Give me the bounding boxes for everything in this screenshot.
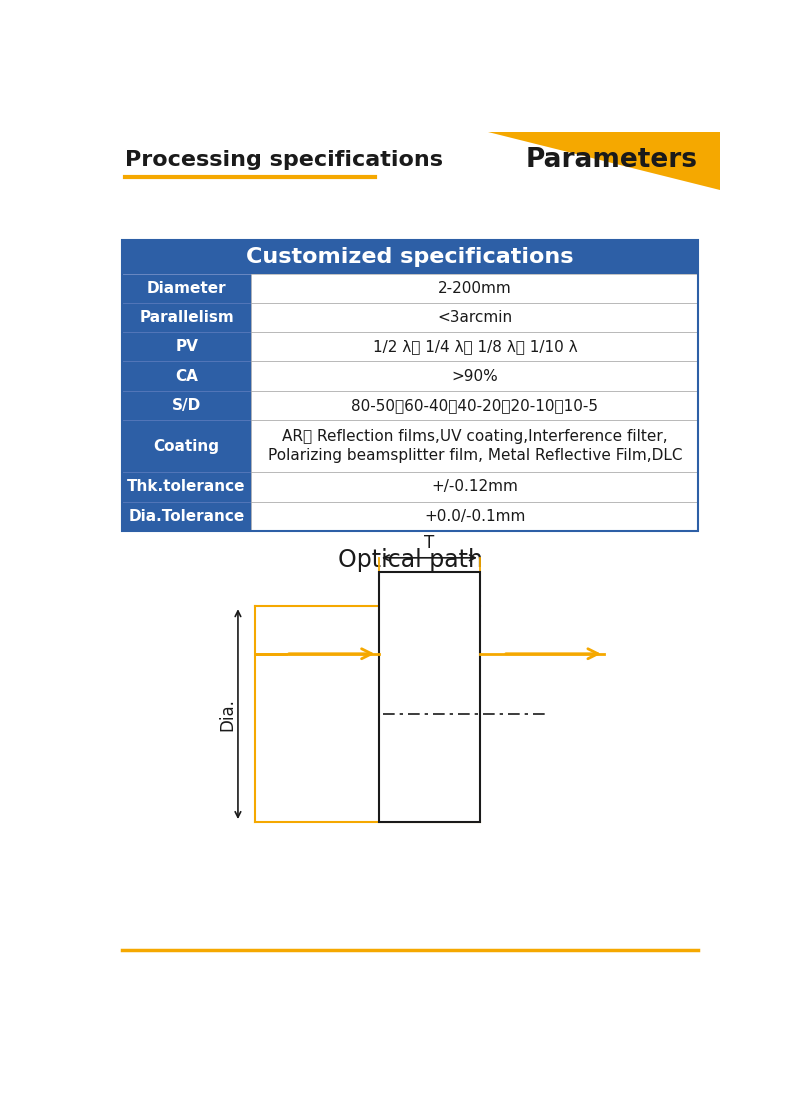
Text: Customized specifications: Customized specifications [246, 246, 574, 266]
Text: S/D: S/D [172, 398, 201, 412]
Text: CA: CA [175, 368, 198, 384]
Text: Parameters: Parameters [526, 147, 698, 174]
FancyBboxPatch shape [122, 240, 698, 274]
FancyBboxPatch shape [251, 472, 698, 502]
Text: +0.0/-0.1mm: +0.0/-0.1mm [424, 508, 526, 524]
FancyBboxPatch shape [251, 274, 698, 302]
Text: +/-0.12mm: +/-0.12mm [431, 480, 518, 495]
FancyBboxPatch shape [251, 502, 698, 531]
Text: Coating: Coating [154, 439, 219, 453]
Text: T: T [424, 535, 434, 552]
FancyBboxPatch shape [251, 302, 698, 332]
FancyBboxPatch shape [122, 502, 251, 531]
Text: <3arcmin: <3arcmin [438, 310, 513, 326]
FancyBboxPatch shape [251, 390, 698, 420]
Text: AR、 Reflection films,UV coating,Interference filter,: AR、 Reflection films,UV coating,Interfer… [282, 429, 668, 444]
Text: PV: PV [175, 339, 198, 354]
Text: Parallelism: Parallelism [139, 310, 234, 326]
FancyBboxPatch shape [122, 274, 251, 302]
Text: Diameter: Diameter [146, 280, 226, 296]
FancyBboxPatch shape [251, 362, 698, 390]
Polygon shape [487, 132, 720, 189]
FancyBboxPatch shape [122, 390, 251, 420]
Text: Dia.Tolerance: Dia.Tolerance [129, 508, 245, 524]
Text: >90%: >90% [451, 368, 498, 384]
Text: Thk.tolerance: Thk.tolerance [127, 480, 246, 495]
FancyBboxPatch shape [122, 472, 251, 502]
Text: 1/2 λ、 1/4 λ、 1/8 λ、 1/10 λ: 1/2 λ、 1/4 λ、 1/8 λ、 1/10 λ [373, 339, 577, 354]
FancyBboxPatch shape [122, 362, 251, 390]
FancyBboxPatch shape [122, 332, 251, 362]
Text: Dia.: Dia. [218, 697, 236, 730]
FancyBboxPatch shape [122, 420, 251, 472]
Text: Optical path: Optical path [338, 548, 482, 572]
Text: Polarizing beamsplitter film, Metal Reflective Film,DLC: Polarizing beamsplitter film, Metal Refl… [268, 448, 682, 463]
Text: 2-200mm: 2-200mm [438, 280, 512, 296]
FancyBboxPatch shape [251, 420, 698, 472]
Text: Processing specifications: Processing specifications [125, 151, 443, 170]
FancyBboxPatch shape [379, 572, 480, 822]
FancyBboxPatch shape [122, 302, 251, 332]
FancyBboxPatch shape [251, 332, 698, 362]
Text: 80-50、60-40、40-20、20-10、10-5: 80-50、60-40、40-20、20-10、10-5 [351, 398, 598, 412]
